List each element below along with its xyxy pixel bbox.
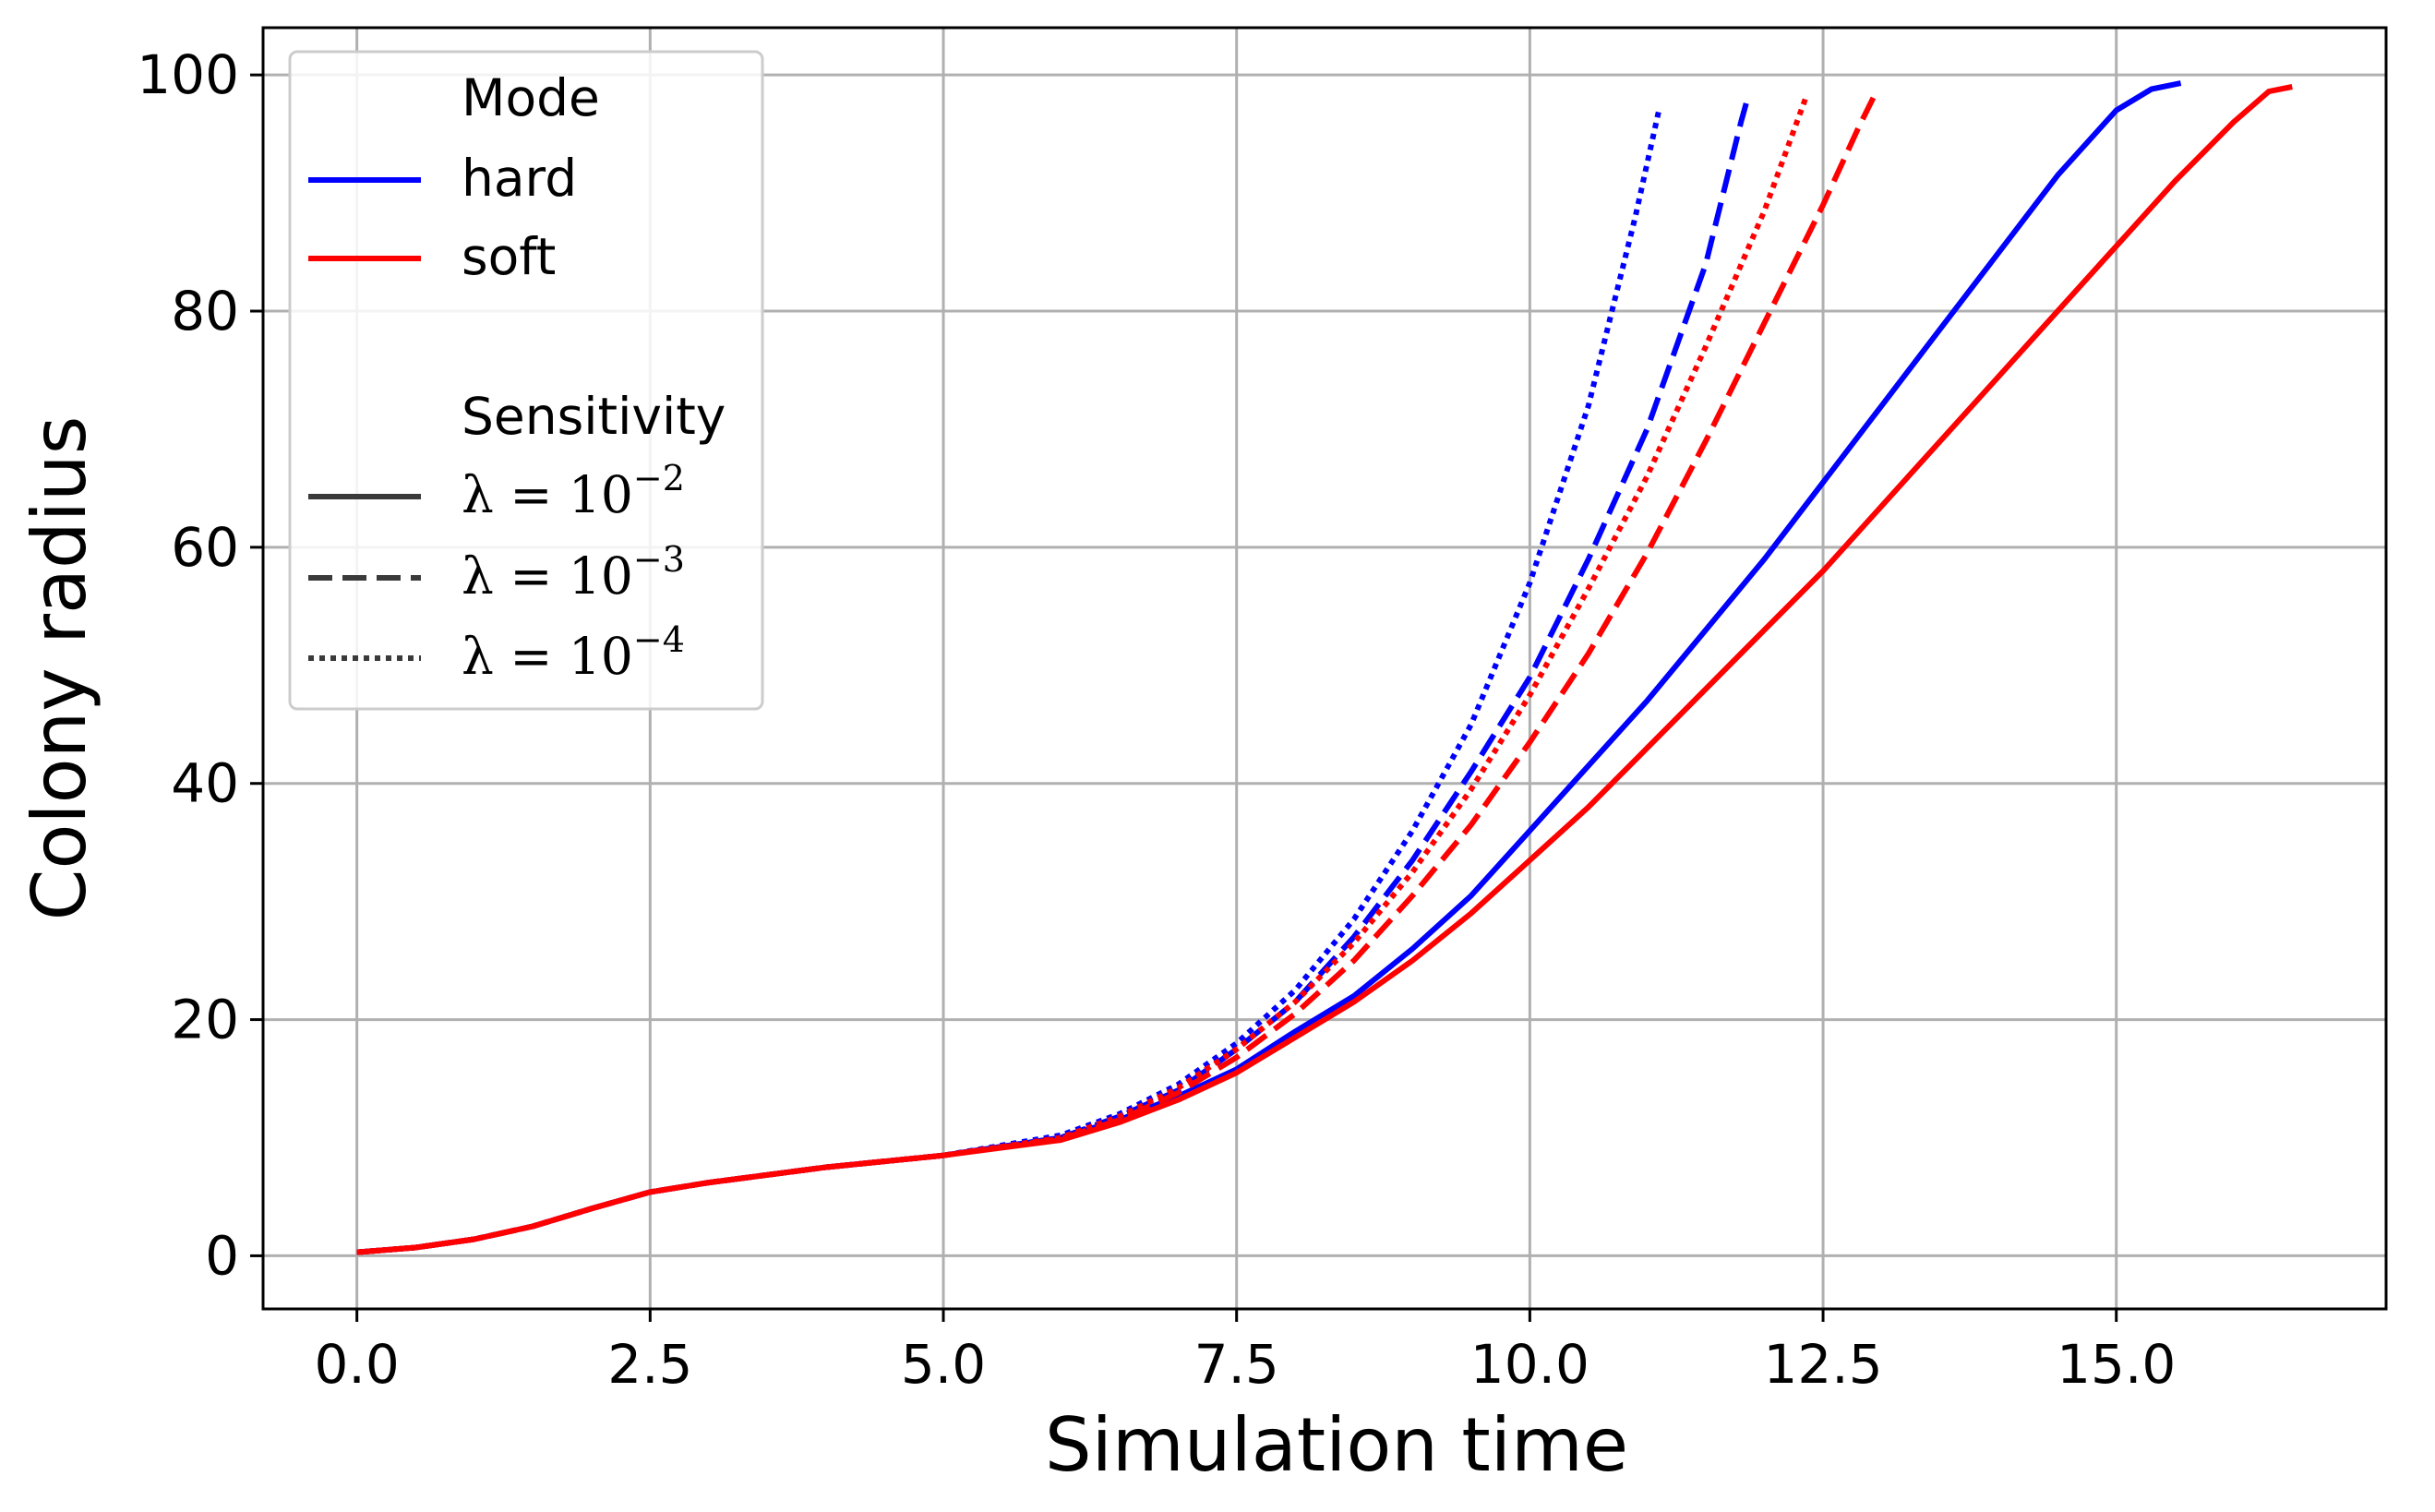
legend-label-lambda-2: λ = 10−2: [462, 458, 685, 524]
tick-labels: 0.0 2.5 5.0 7.5 10.0 12.5 15.0 0 20 40 60 80 100: [137, 43, 2176, 1396]
legend-lambda-3-exponent: −3: [633, 539, 685, 580]
y-tick-label: 0: [205, 1224, 239, 1287]
legend-lambda-4-exponent: −4: [633, 619, 685, 660]
plot-frame: [261, 26, 2388, 1311]
legend-lambda-2-base: λ = 10: [462, 465, 633, 524]
legend-lambda-3-base: λ = 10: [462, 546, 633, 606]
series-line-soft-dotted: [356, 97, 1808, 1255]
legend-label-hard: hard: [462, 149, 577, 208]
legend-lambda-2-exponent: −2: [633, 458, 685, 498]
x-axis-title: Simulation time: [1045, 1402, 1628, 1488]
series-lines: [356, 80, 2293, 1255]
y-tick-label: 40: [171, 752, 239, 815]
legend-lambda-4-base: λ = 10: [462, 627, 633, 686]
legend-sensitivity-title: Sensitivity: [462, 387, 726, 446]
legend-label-lambda-3: λ = 10−3: [462, 539, 685, 606]
y-axis-title: Colony radius: [17, 416, 102, 921]
legend-box: [288, 50, 764, 711]
legend-label-soft: soft: [462, 227, 556, 286]
x-tick-label: 12.5: [1763, 1333, 1882, 1396]
x-tick-label: 0.0: [315, 1333, 400, 1396]
y-tick-label: 80: [171, 280, 239, 342]
x-tick-label: 2.5: [607, 1333, 692, 1396]
y-tick-label: 60: [171, 516, 239, 579]
x-tick-label: 7.5: [1194, 1333, 1279, 1396]
legend-label-lambda-4: λ = 10−4: [462, 619, 685, 686]
x-tick-label: 5.0: [901, 1333, 986, 1396]
x-tick-label: 15.0: [2057, 1333, 2176, 1396]
series-line-soft-dashed: [356, 91, 1878, 1255]
y-tick-label: 100: [137, 43, 239, 106]
legend-mode-title: Mode: [462, 68, 600, 127]
y-tick-label: 20: [171, 989, 239, 1051]
x-tick-label: 10.0: [1470, 1333, 1589, 1396]
tick-marks: [250, 73, 2118, 1322]
legend: Mode hard soft Sensitivity λ = 10−2 λ = …: [288, 50, 764, 711]
